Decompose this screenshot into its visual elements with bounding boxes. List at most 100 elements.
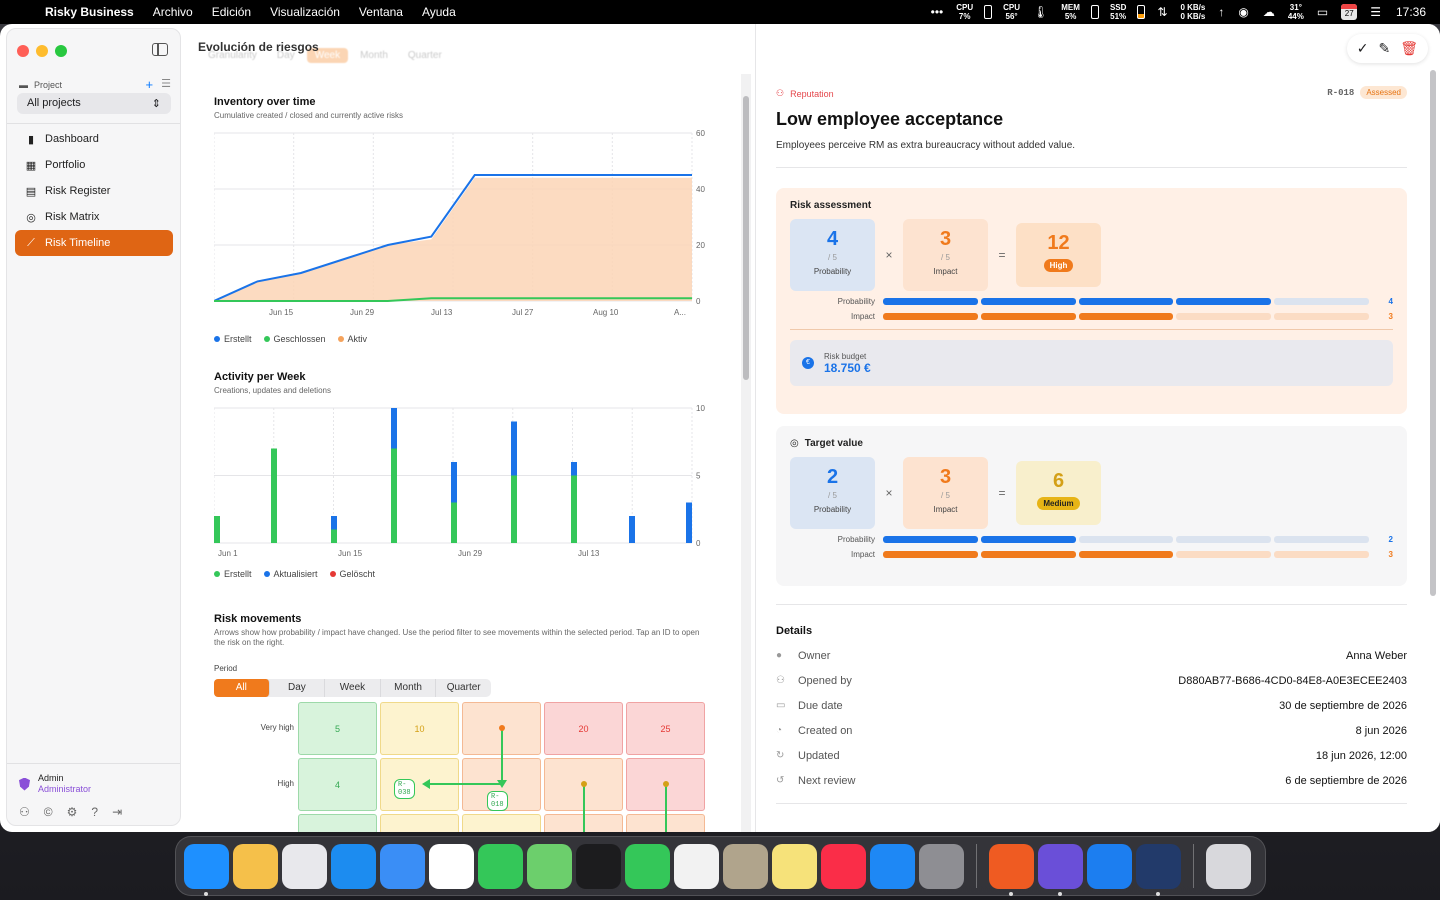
weather[interactable]: 31° 44%: [1287, 3, 1304, 21]
zoom-window-button[interactable]: [55, 45, 67, 57]
risk-tag-r038[interactable]: R-038: [394, 779, 415, 799]
bar-segment: [883, 536, 978, 543]
series-line-geschlossen: [214, 297, 692, 302]
app-store-icon[interactable]: [870, 843, 915, 889]
app1-icon[interactable]: [989, 843, 1034, 896]
matrix-cell[interactable]: [298, 814, 377, 832]
y-tick-label: 0: [696, 297, 701, 306]
finder-icon[interactable]: [184, 843, 229, 896]
notes-app-icon[interactable]: [233, 843, 278, 889]
period-week[interactable]: Week: [325, 679, 381, 697]
safari-icon[interactable]: [331, 843, 376, 889]
equals-icon: =: [998, 486, 1006, 500]
matrix-cell[interactable]: 4: [298, 758, 377, 811]
bar-erstellt: [571, 475, 577, 543]
bar-value: 2: [1388, 535, 1393, 544]
category-label: Reputation: [790, 88, 834, 99]
probability-tile: 4 / 5 Probability: [790, 219, 875, 291]
manage-users-icon[interactable]: ⚇: [19, 805, 30, 819]
matrix-cell[interactable]: 10: [380, 702, 459, 755]
sidebar-item-risk-matrix[interactable]: ◎ Risk Matrix: [15, 204, 173, 230]
euro-icon: €: [802, 357, 814, 369]
screen-record-icon[interactable]: ◉: [1238, 5, 1249, 19]
middle-scrollbar[interactable]: [743, 96, 749, 380]
bar-segment: [883, 313, 978, 320]
project-select[interactable]: All projects ⇕: [17, 93, 171, 114]
period-day[interactable]: Day: [270, 679, 326, 697]
bar-aktualisiert: [629, 516, 635, 543]
granularity-control[interactable]: Granularity Day Week Month Quarter: [200, 48, 450, 63]
bar-segment: [1078, 313, 1174, 320]
matrix-cell[interactable]: 20: [544, 702, 623, 755]
sidebar-item-risk-register[interactable]: ▤ Risk Register: [15, 178, 173, 204]
grid-icon: ▦: [25, 159, 37, 172]
risk-tag-r018[interactable]: R-018: [487, 791, 508, 811]
photos-icon[interactable]: [674, 843, 719, 889]
music-icon[interactable]: [821, 843, 866, 889]
granularity-day[interactable]: Day: [276, 50, 295, 61]
cpu-temp[interactable]: CPU 56°: [1003, 3, 1021, 21]
period-month[interactable]: Month: [381, 679, 437, 697]
more-icon[interactable]: •••: [930, 5, 944, 19]
app2-icon[interactable]: [1038, 843, 1083, 896]
menu-archivo[interactable]: Archivo: [152, 5, 193, 19]
cpu-usage[interactable]: CPU 7%: [956, 3, 974, 21]
period-all[interactable]: All: [214, 679, 270, 697]
granularity-month[interactable]: Month: [360, 50, 388, 61]
trash-icon[interactable]: [1206, 843, 1251, 889]
trash-icon[interactable]: 🗑: [1400, 40, 1418, 56]
granularity-week[interactable]: Week: [306, 48, 349, 63]
xcode-icon[interactable]: [1087, 843, 1132, 889]
y-tick-label: 5: [696, 472, 701, 481]
add-project-icon[interactable]: +: [145, 77, 154, 92]
checkmark-circle-icon[interactable]: ✓: [1356, 40, 1369, 56]
matrix-cell[interactable]: 5: [298, 702, 377, 755]
menu-ayuda[interactable]: Ayuda: [421, 5, 456, 19]
risky-business-icon[interactable]: [1136, 843, 1181, 896]
detail-scrollbar[interactable]: [1430, 70, 1436, 596]
menu-visualizacion[interactable]: Visualización: [270, 5, 340, 19]
gear-icon[interactable]: ⚙: [66, 805, 78, 819]
currency-icon[interactable]: ©: [43, 805, 53, 819]
period-quarter[interactable]: Quarter: [446, 682, 481, 693]
sidebar-item-portfolio[interactable]: ▦ Portfolio: [15, 152, 173, 178]
bar-label: Probability: [837, 535, 875, 544]
divider: [7, 763, 180, 764]
sidebar-item-risk-timeline[interactable]: ⟋ Risk Timeline: [15, 230, 173, 256]
maps-icon[interactable]: [527, 843, 572, 889]
close-window-button[interactable]: [17, 45, 29, 57]
upload-arrow-icon[interactable]: ↑: [1218, 5, 1225, 19]
control-center-icon[interactable]: ☰: [1370, 5, 1381, 19]
matrix-cell[interactable]: 25: [626, 702, 705, 755]
messages-icon[interactable]: [478, 843, 523, 889]
system-settings-icon[interactable]: [919, 843, 964, 889]
app-menu[interactable]: Risky Business: [45, 5, 134, 19]
clock[interactable]: 17:36: [1395, 5, 1426, 19]
user-profile[interactable]: Admin Administrator: [19, 773, 91, 795]
facetime-icon[interactable]: [625, 843, 670, 889]
tv-icon[interactable]: [576, 843, 621, 889]
sidebar-toggle-icon[interactable]: [152, 43, 168, 56]
contacts-icon[interactable]: [723, 843, 768, 889]
ssd-usage[interactable]: SSD 51%: [1109, 3, 1127, 21]
granularity-quarter[interactable]: Quarter: [407, 50, 442, 61]
matrix-cell[interactable]: [462, 814, 541, 832]
menu-ventana[interactable]: Ventana: [358, 5, 403, 19]
calendar-icon[interactable]: [429, 843, 474, 889]
x-tick-label: Jun 29: [458, 549, 483, 558]
menu-edicion[interactable]: Edición: [211, 5, 252, 19]
help-icon[interactable]: ?: [91, 805, 99, 819]
mail-icon[interactable]: [380, 843, 425, 889]
notes-icon[interactable]: [772, 843, 817, 889]
network-speed[interactable]: 0 KB/s 0 KB/s: [1180, 3, 1206, 21]
matrix-cell[interactable]: [380, 814, 459, 832]
logout-icon[interactable]: ⇥: [112, 805, 123, 819]
sidebar-item-dashboard[interactable]: ▮ Dashboard: [15, 126, 173, 152]
minimize-window-button[interactable]: [36, 45, 48, 57]
display-icon[interactable]: ▭: [1316, 5, 1329, 19]
calendar-badge[interactable]: 27: [1341, 4, 1358, 20]
pencil-icon[interactable]: ✎: [1378, 40, 1391, 56]
launchpad-icon[interactable]: [282, 843, 327, 889]
filter-sliders-icon[interactable]: ☰: [161, 78, 171, 90]
mem-usage[interactable]: MEM 5%: [1061, 3, 1080, 21]
